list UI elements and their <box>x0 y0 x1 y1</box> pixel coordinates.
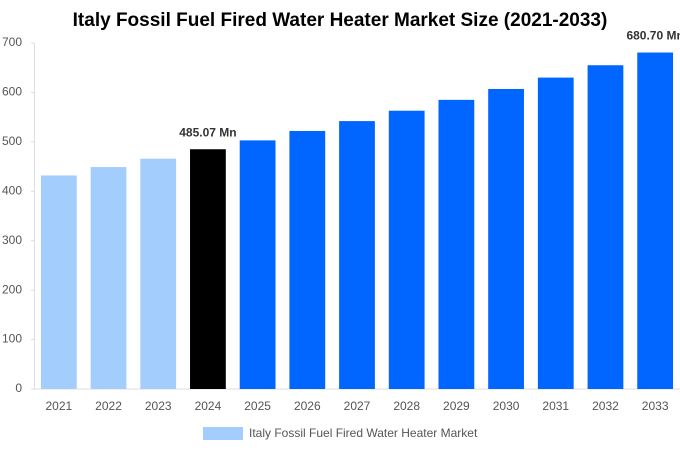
x-tick-label: 2032 <box>592 399 619 413</box>
bar <box>190 149 226 389</box>
y-tick-label: 500 <box>2 134 22 148</box>
x-tick-label: 2022 <box>95 399 122 413</box>
y-tick-label: 600 <box>2 85 22 99</box>
data-label: 485.07 Mn <box>179 125 236 139</box>
bar <box>339 121 375 390</box>
bar <box>40 175 77 389</box>
y-tick-label: 700 <box>2 35 22 49</box>
bar <box>90 167 127 389</box>
bar <box>140 158 177 389</box>
x-tick-label: 2023 <box>145 399 172 413</box>
bar <box>388 110 425 390</box>
legend-swatch <box>203 427 243 440</box>
bar <box>587 65 624 389</box>
bar <box>289 130 326 390</box>
bar <box>637 52 674 390</box>
bar <box>537 77 574 389</box>
x-tick-label: 2026 <box>294 399 321 413</box>
x-tick-label: 2033 <box>642 399 669 413</box>
y-tick-label: 300 <box>2 233 22 247</box>
data-label: 680.70 Mn <box>626 29 680 43</box>
x-tick-label: 2024 <box>195 399 222 413</box>
legend-label: Italy Fossil Fuel Fired Water Heater Mar… <box>249 426 478 440</box>
x-tick-label: 2028 <box>393 399 420 413</box>
bar <box>438 99 475 389</box>
x-tick-label: 2029 <box>443 399 470 413</box>
y-tick-label: 200 <box>2 282 22 296</box>
x-tick-label: 2027 <box>344 399 371 413</box>
y-tick-label: 400 <box>2 183 22 197</box>
bar <box>239 140 276 389</box>
x-tick-label: 2031 <box>542 399 569 413</box>
x-tick-label: 2030 <box>493 399 520 413</box>
x-tick-label: 2025 <box>244 399 271 413</box>
chart-title: Italy Fossil Fuel Fired Water Heater Mar… <box>73 10 608 31</box>
x-tick-label: 2021 <box>45 399 72 413</box>
bar <box>488 88 524 390</box>
y-tick-label: 100 <box>2 332 22 346</box>
y-tick-label: 0 <box>15 381 22 395</box>
